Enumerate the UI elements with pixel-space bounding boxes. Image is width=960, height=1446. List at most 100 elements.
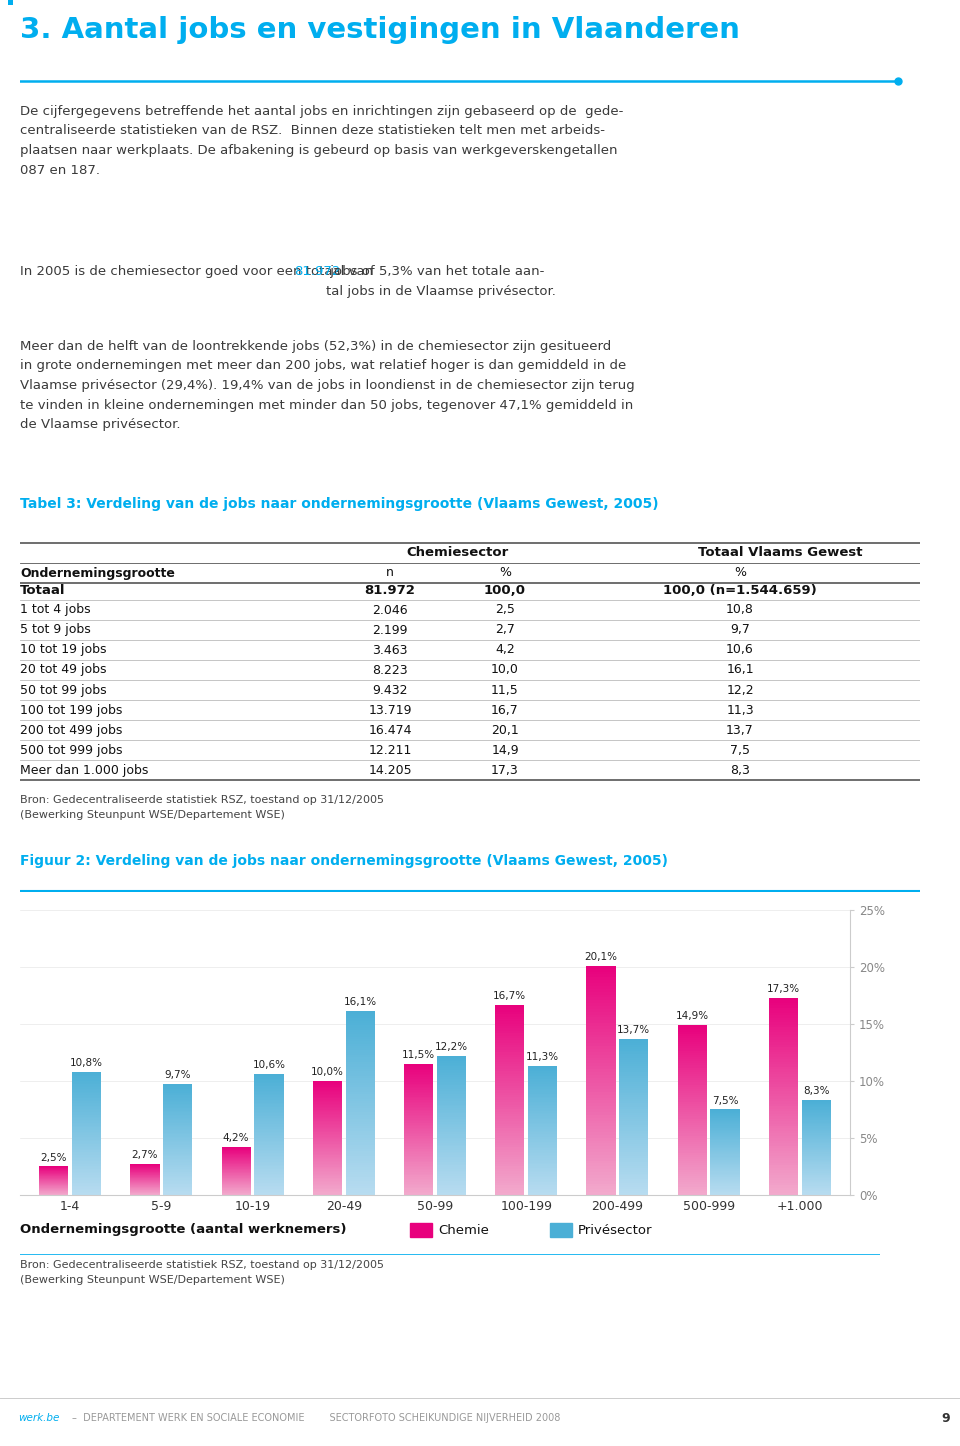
Bar bbox=[72, 1165, 101, 1167]
Bar bbox=[254, 1173, 283, 1174]
Bar bbox=[769, 1193, 798, 1194]
Bar bbox=[678, 1170, 707, 1171]
Bar bbox=[346, 1077, 374, 1080]
Bar bbox=[587, 1132, 615, 1135]
Bar bbox=[437, 1092, 466, 1095]
Bar bbox=[769, 1163, 798, 1165]
Bar bbox=[769, 1148, 798, 1151]
Bar bbox=[619, 1099, 648, 1102]
Bar bbox=[769, 1116, 798, 1119]
Bar bbox=[769, 1109, 798, 1111]
Bar bbox=[495, 1095, 524, 1098]
Text: 14,9: 14,9 bbox=[492, 743, 518, 756]
Bar bbox=[404, 1154, 433, 1155]
Bar bbox=[769, 1161, 798, 1163]
Bar bbox=[254, 1178, 283, 1180]
Bar bbox=[72, 1193, 101, 1194]
Bar bbox=[678, 1031, 707, 1034]
Bar bbox=[72, 1155, 101, 1157]
Bar bbox=[587, 1032, 615, 1034]
Bar bbox=[528, 1067, 557, 1070]
Bar bbox=[619, 1177, 648, 1180]
Bar bbox=[495, 1027, 524, 1028]
Bar bbox=[528, 1093, 557, 1095]
Bar bbox=[346, 1030, 374, 1032]
Bar bbox=[437, 1063, 466, 1064]
Bar bbox=[72, 1099, 101, 1100]
Bar bbox=[72, 1189, 101, 1190]
Bar bbox=[254, 1158, 283, 1160]
Bar bbox=[587, 1024, 615, 1027]
Bar bbox=[346, 1096, 374, 1099]
Bar bbox=[495, 1083, 524, 1086]
Bar bbox=[254, 1180, 283, 1181]
Bar bbox=[528, 1096, 557, 1099]
Bar bbox=[619, 1077, 648, 1080]
Bar bbox=[528, 1167, 557, 1170]
Bar bbox=[254, 1087, 283, 1089]
Bar bbox=[346, 1147, 374, 1150]
Bar bbox=[619, 1155, 648, 1158]
Bar bbox=[619, 1176, 648, 1177]
Bar bbox=[619, 1096, 648, 1098]
Bar bbox=[437, 1174, 466, 1176]
Bar bbox=[404, 1131, 433, 1132]
Bar bbox=[769, 1025, 798, 1027]
Bar bbox=[678, 1090, 707, 1093]
Bar bbox=[404, 1192, 433, 1193]
Bar bbox=[404, 1142, 433, 1144]
Bar bbox=[254, 1144, 283, 1145]
Bar bbox=[769, 1158, 798, 1161]
Bar bbox=[495, 1190, 524, 1193]
Bar bbox=[346, 1083, 374, 1084]
Bar bbox=[346, 1131, 374, 1134]
Bar bbox=[404, 1177, 433, 1178]
Bar bbox=[495, 1187, 524, 1190]
Bar bbox=[254, 1186, 283, 1187]
Text: Ondernemingsgrootte: Ondernemingsgrootte bbox=[20, 567, 175, 580]
Bar bbox=[404, 1181, 433, 1183]
Bar bbox=[769, 1077, 798, 1079]
Bar bbox=[346, 1170, 374, 1173]
Bar bbox=[404, 1158, 433, 1161]
Bar bbox=[254, 1155, 283, 1157]
Bar bbox=[437, 1180, 466, 1181]
Bar bbox=[495, 1145, 524, 1148]
Bar bbox=[678, 1176, 707, 1178]
Bar bbox=[587, 1074, 615, 1077]
Bar bbox=[587, 1037, 615, 1040]
Bar bbox=[404, 1100, 433, 1102]
Bar bbox=[587, 1043, 615, 1045]
Bar bbox=[346, 1022, 374, 1025]
Bar bbox=[678, 1111, 707, 1112]
Bar bbox=[404, 1079, 433, 1080]
Bar bbox=[769, 1190, 798, 1193]
Bar bbox=[619, 1135, 648, 1137]
Bar bbox=[254, 1147, 283, 1148]
Bar bbox=[254, 1124, 283, 1125]
Bar bbox=[254, 1171, 283, 1173]
Text: Meer dan 1.000 jobs: Meer dan 1.000 jobs bbox=[20, 763, 149, 777]
Text: Meer dan de helft van de loontrekkende jobs (52,3%) in de chemiesector zijn gesi: Meer dan de helft van de loontrekkende j… bbox=[20, 340, 635, 431]
Bar bbox=[404, 1161, 433, 1163]
Bar bbox=[769, 1032, 798, 1035]
Bar bbox=[72, 1138, 101, 1139]
Text: 100,0 (n=1.544.659): 100,0 (n=1.544.659) bbox=[663, 584, 817, 597]
Bar bbox=[346, 1158, 374, 1161]
Bar bbox=[72, 1119, 101, 1121]
Bar bbox=[254, 1126, 283, 1128]
Bar bbox=[254, 1134, 283, 1135]
Text: 3. Aantal jobs en vestigingen in Vlaanderen: 3. Aantal jobs en vestigingen in Vlaande… bbox=[20, 16, 740, 43]
Bar bbox=[254, 1122, 283, 1124]
Bar bbox=[587, 1170, 615, 1173]
Bar bbox=[587, 1118, 615, 1121]
Bar bbox=[678, 1131, 707, 1134]
Bar bbox=[769, 1126, 798, 1128]
Bar bbox=[72, 1112, 101, 1113]
Bar bbox=[769, 1019, 798, 1022]
Bar bbox=[404, 1174, 433, 1176]
Bar bbox=[587, 1161, 615, 1164]
Bar bbox=[587, 1135, 615, 1138]
Bar bbox=[678, 1098, 707, 1099]
Bar bbox=[437, 1064, 466, 1066]
